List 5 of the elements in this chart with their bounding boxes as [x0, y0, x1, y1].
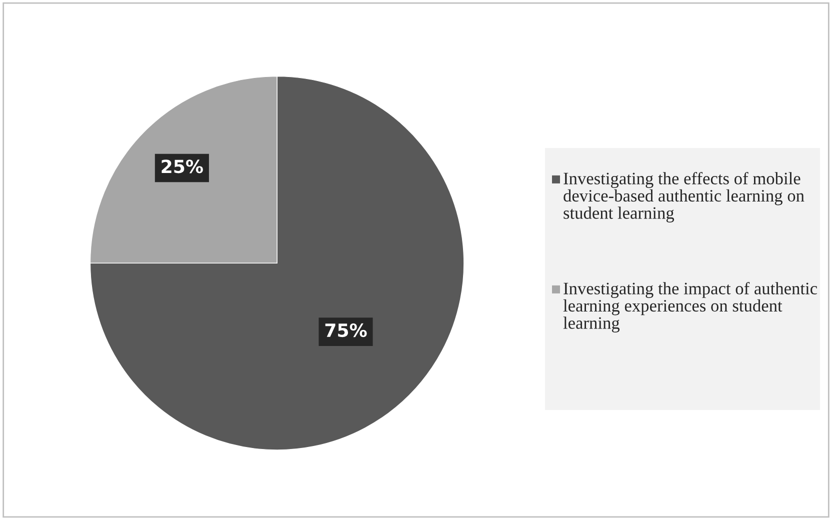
data-label: 75% — [325, 323, 367, 338]
legend-label: Investigating the effects of mobile device-based authentic learning on student learning — [564, 172, 804, 222]
legend-label: Investigating the impact of authentic learning experiences on student learning — [563, 282, 818, 332]
pie-slice — [90, 76, 464, 450]
data-label: 25% — [162, 160, 203, 174]
